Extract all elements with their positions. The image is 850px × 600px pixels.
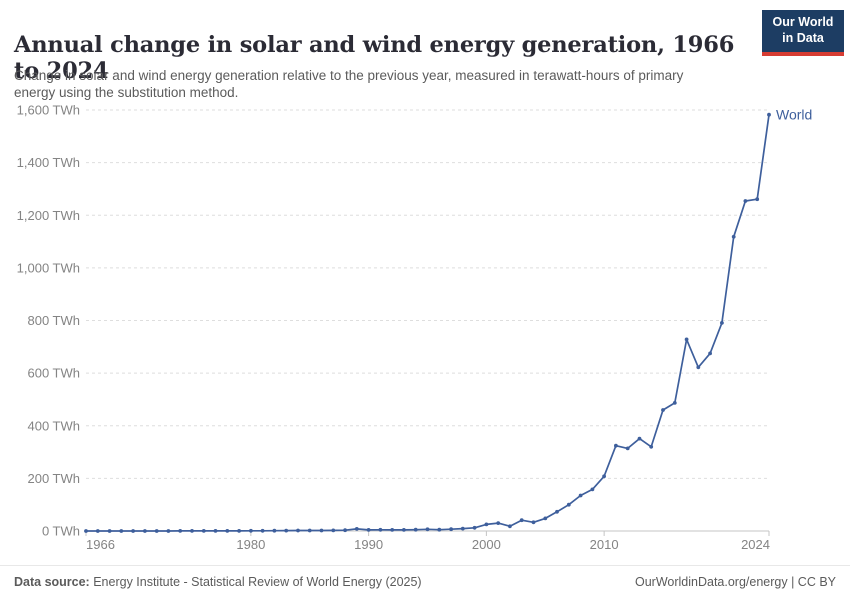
data-point[interactable]: [566, 502, 571, 507]
data-point[interactable]: [614, 443, 618, 448]
data-point[interactable]: [201, 529, 206, 533]
y-tick-label: 800 TWh: [27, 313, 80, 328]
data-point[interactable]: [178, 529, 183, 533]
data-source-text: Energy Institute - Statistical Review of…: [89, 575, 422, 589]
data-point[interactable]: [684, 337, 689, 342]
data-point[interactable]: [95, 529, 100, 533]
y-tick-label: 1,600 TWh: [17, 103, 80, 118]
x-tick-label: 2024: [741, 537, 770, 552]
data-point[interactable]: [190, 529, 194, 533]
data-point[interactable]: [708, 351, 712, 356]
chart-title: Annual change in solar and wind energy g…: [14, 32, 735, 85]
data-point[interactable]: [531, 520, 536, 525]
data-point[interactable]: [720, 321, 724, 325]
data-source-note[interactable]: Data source: Energy Institute - Statisti…: [14, 575, 422, 589]
data-point[interactable]: [296, 528, 300, 533]
data-point[interactable]: [307, 528, 312, 533]
series-label-world[interactable]: World: [776, 107, 812, 123]
x-tick-label: 2010: [590, 537, 619, 552]
data-point[interactable]: [625, 446, 630, 451]
data-point[interactable]: [237, 529, 242, 533]
data-point[interactable]: [755, 197, 760, 202]
data-point[interactable]: [672, 401, 677, 405]
data-point[interactable]: [449, 527, 453, 532]
data-point[interactable]: [460, 526, 465, 531]
data-point[interactable]: [119, 529, 124, 533]
data-point[interactable]: [319, 528, 324, 533]
data-point[interactable]: [472, 525, 477, 530]
data-point[interactable]: [166, 529, 171, 533]
data-point[interactable]: [496, 521, 501, 525]
data-point[interactable]: [272, 528, 277, 533]
data-point[interactable]: [213, 529, 218, 533]
x-tick-label: 2000: [472, 537, 501, 552]
x-tick-label: 1990: [354, 537, 383, 552]
data-point[interactable]: [508, 524, 512, 529]
data-point[interactable]: [84, 529, 88, 533]
data-point[interactable]: [425, 527, 430, 532]
data-point[interactable]: [731, 234, 736, 239]
data-point[interactable]: [437, 527, 442, 532]
data-point[interactable]: [143, 529, 147, 533]
data-point[interactable]: [543, 516, 548, 521]
data-point[interactable]: [484, 522, 489, 527]
data-point[interactable]: [378, 527, 383, 532]
y-tick-label: 1,000 TWh: [17, 260, 80, 275]
data-point[interactable]: [637, 436, 642, 441]
chart-canvas: 0 TWh 200 TWh 400 TWh 600 TWh 800 TWh 1,000 T…: [17, 103, 813, 553]
y-tick-label: 400 TWh: [27, 418, 80, 433]
chart-footer: Data source: Energy Institute - Statisti…: [0, 565, 850, 600]
data-point[interactable]: [661, 408, 665, 412]
y-tick-label: 1,200 TWh: [17, 208, 80, 223]
x-tick-label: 1980: [236, 537, 265, 552]
data-point[interactable]: [331, 528, 336, 533]
data-point[interactable]: [696, 365, 701, 370]
data-point[interactable]: [413, 527, 418, 532]
data-point[interactable]: [555, 509, 559, 514]
y-tick-label: 1,400 TWh: [17, 155, 80, 170]
data-point[interactable]: [402, 528, 406, 532]
y-tick-label: 600 TWh: [27, 366, 80, 381]
data-point[interactable]: [578, 493, 583, 498]
data-point[interactable]: [107, 529, 112, 533]
data-point[interactable]: [390, 528, 395, 532]
data-point[interactable]: [154, 529, 159, 533]
y-tick-label: 200 TWh: [27, 471, 80, 486]
data-point[interactable]: [354, 527, 359, 531]
data-point[interactable]: [225, 529, 230, 533]
data-point[interactable]: [131, 529, 136, 533]
y-tick-label: 0 TWh: [42, 524, 80, 539]
data-source-label: Data source:: [14, 575, 90, 589]
data-point[interactable]: [366, 528, 371, 532]
data-point[interactable]: [590, 487, 595, 492]
data-point[interactable]: [743, 199, 748, 203]
chart-subtitle: Change in solar and wind energy generati…: [14, 67, 684, 101]
owid-logo-line1: Our World: [772, 15, 834, 29]
owid-logo-line2: in Data: [782, 31, 824, 46]
owid-logo[interactable]: Our World in Data: [762, 10, 844, 56]
credit-link[interactable]: OurWorldinData.org/energy | CC BY: [634, 575, 836, 589]
data-point[interactable]: [343, 528, 347, 533]
data-point[interactable]: [767, 112, 771, 117]
data-point[interactable]: [519, 518, 524, 523]
data-line-world[interactable]: [85, 113, 770, 532]
data-point[interactable]: [249, 528, 253, 533]
data-point[interactable]: [284, 528, 289, 533]
data-point[interactable]: [260, 528, 265, 533]
data-point[interactable]: [602, 474, 606, 479]
data-point[interactable]: [649, 444, 654, 449]
x-tick-label: 1966: [86, 537, 115, 552]
